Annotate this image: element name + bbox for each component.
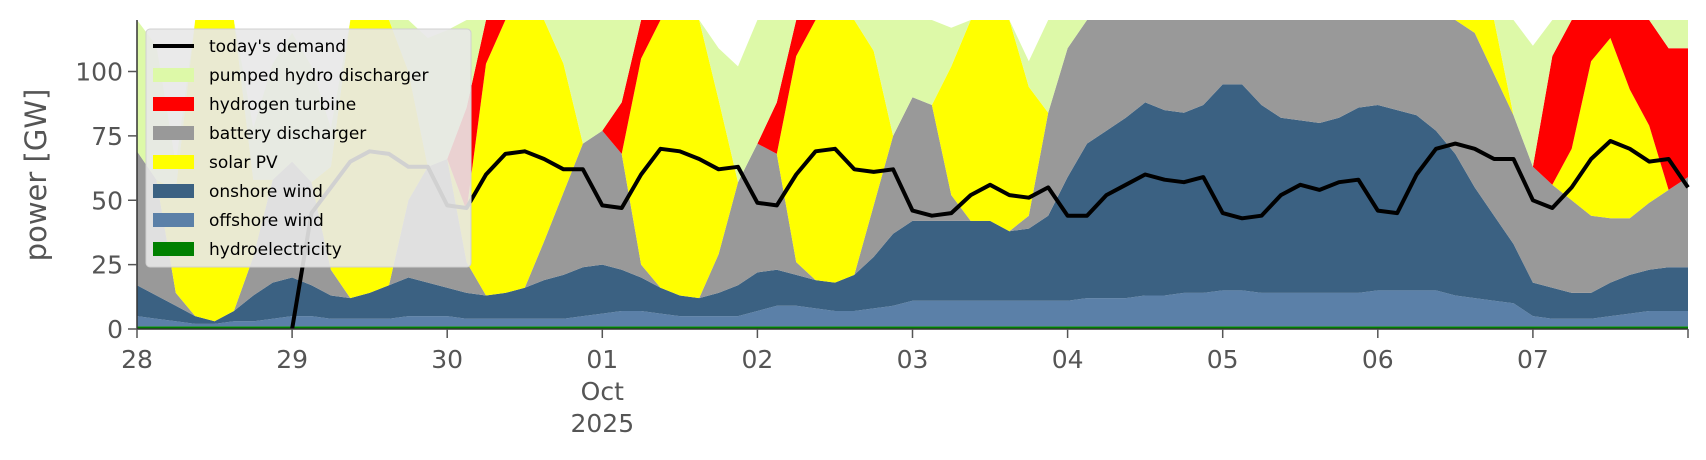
y-tick-label: 50 — [91, 186, 123, 215]
x-tick-label: 07 — [1517, 345, 1549, 374]
y-tick-label: 0 — [107, 315, 123, 344]
x-tick-label: 03 — [897, 345, 929, 374]
legend-label-solar-pv: solar PV — [209, 153, 278, 173]
x-tick-label: 04 — [1052, 345, 1084, 374]
area-battery-discharger — [137, 20, 1688, 322]
x-tick-label: 2025 — [570, 409, 634, 438]
legend: today's demand pumped hydro discharger hyd… — [145, 28, 472, 268]
demand-line-group — [290, 139, 1690, 330]
y-ticks-group: 0 25 50 75 100 — [75, 58, 137, 344]
y-axis-title: power [GW] — [19, 89, 53, 262]
legend-label-onshore-wind: onshore wind — [209, 182, 323, 202]
legend-swatch-hydrogen-turbine — [153, 97, 194, 111]
x-tick-label: 30 — [431, 345, 463, 374]
legend-swatch-onshore-wind — [153, 184, 194, 198]
x-tick-label: 29 — [276, 345, 308, 374]
legend-label-hydrogen-turbine: hydrogen turbine — [209, 95, 356, 115]
x-tick-label: 06 — [1362, 345, 1394, 374]
x-tick-label: Oct — [581, 377, 624, 406]
area-solar-pv — [137, 20, 1688, 322]
legend-swatch-offshore-wind — [153, 213, 194, 227]
legend-swatch-pumped-hydro-discharger — [153, 68, 194, 82]
x-tick-label: 02 — [741, 345, 773, 374]
legend-swatch-battery-discharger — [153, 126, 194, 140]
legend-label-today-s-demand: today's demand — [209, 37, 346, 57]
x-tick-label: 01 — [586, 345, 618, 374]
x-tick-label: 28 — [121, 345, 153, 374]
legend-swatch-solar-pv — [153, 155, 194, 169]
y-tick-label: 25 — [91, 251, 123, 280]
legend-label-hydroelectricity: hydroelectricity — [209, 240, 342, 260]
legend-swatch-hydroelectricity — [153, 242, 194, 256]
demand-line — [290, 139, 1690, 330]
area-onshore-wind — [137, 84, 1688, 324]
legend-box — [145, 28, 472, 268]
area-offshore-wind — [137, 290, 1688, 327]
y-tick-label: 100 — [75, 58, 123, 87]
legend-label-battery-discharger: battery discharger — [209, 124, 366, 144]
y-tick-label: 75 — [91, 122, 123, 151]
legend-label-pumped-hydro-discharger: pumped hydro discharger — [209, 66, 428, 86]
x-ticks-group: 28 29 30 01 Oct 2025 02 03 04 05 06 07 — [121, 329, 1689, 438]
x-tick-label: 05 — [1207, 345, 1239, 374]
legend-label-offshore-wind: offshore wind — [209, 211, 324, 231]
